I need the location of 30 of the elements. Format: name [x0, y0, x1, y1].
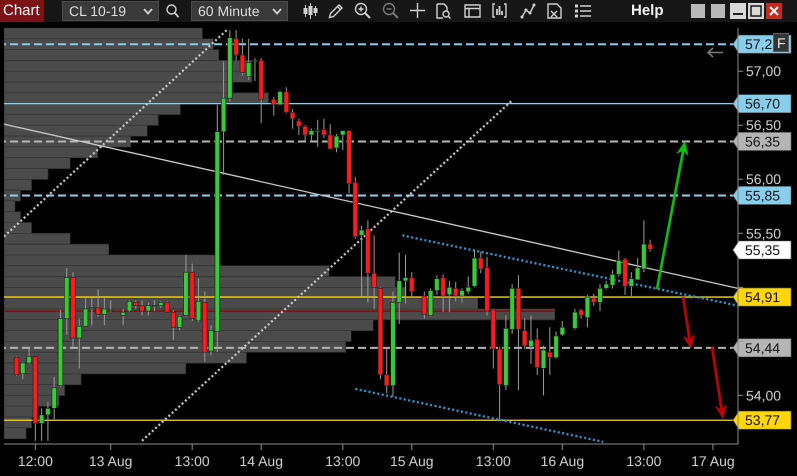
text: 55,35 — [745, 242, 780, 258]
y-tick-label: 57,00 — [746, 63, 782, 80]
dropdown-field: CL 10-19 — [62, 1, 159, 21]
x-tick-label: 17 Aug — [691, 452, 735, 469]
x-tick-label: 13:00 — [476, 452, 512, 469]
dropdown-field: 60 Minute — [191, 1, 288, 21]
x-tick-label: 13 Aug — [88, 452, 132, 469]
ref-line-label: 54,44 — [745, 340, 780, 356]
ref-line-label: 53,77 — [745, 412, 780, 428]
ref-line-label: 55,85 — [745, 187, 780, 204]
x-tick-label: 12:00 — [18, 452, 54, 469]
x-tick-label: 16 Aug — [540, 452, 584, 469]
ref-line-label: 56,35 — [745, 133, 780, 150]
x-tick-label: 13:00 — [174, 452, 210, 469]
ref-line-label: 57,2 — [745, 36, 772, 52]
ref-line-label: 54,91 — [745, 289, 780, 306]
x-tick-label: 14 Aug — [239, 452, 284, 469]
tab-button: Chart — [0, 0, 44, 22]
y-tick-label: 56,50 — [746, 117, 782, 134]
chart-subtitle: 60 Minute — [198, 3, 260, 20]
x-tick-label: 13:00 — [626, 452, 662, 469]
x-tick-label: 13:00 — [325, 452, 360, 469]
y-tick-label: 55,50 — [746, 225, 782, 242]
chart-title: CL 10-19 — [69, 3, 126, 20]
toolbar: Chart CL 10-19 60 Minute Help — [0, 0, 797, 22]
x-tick-label: 15 Aug — [390, 452, 434, 469]
y-tick-label: 54,00 — [746, 387, 782, 404]
button: F — [773, 33, 789, 52]
ref-line-label: 56,70 — [745, 96, 780, 112]
y-tick-label: 56,00 — [746, 171, 782, 188]
